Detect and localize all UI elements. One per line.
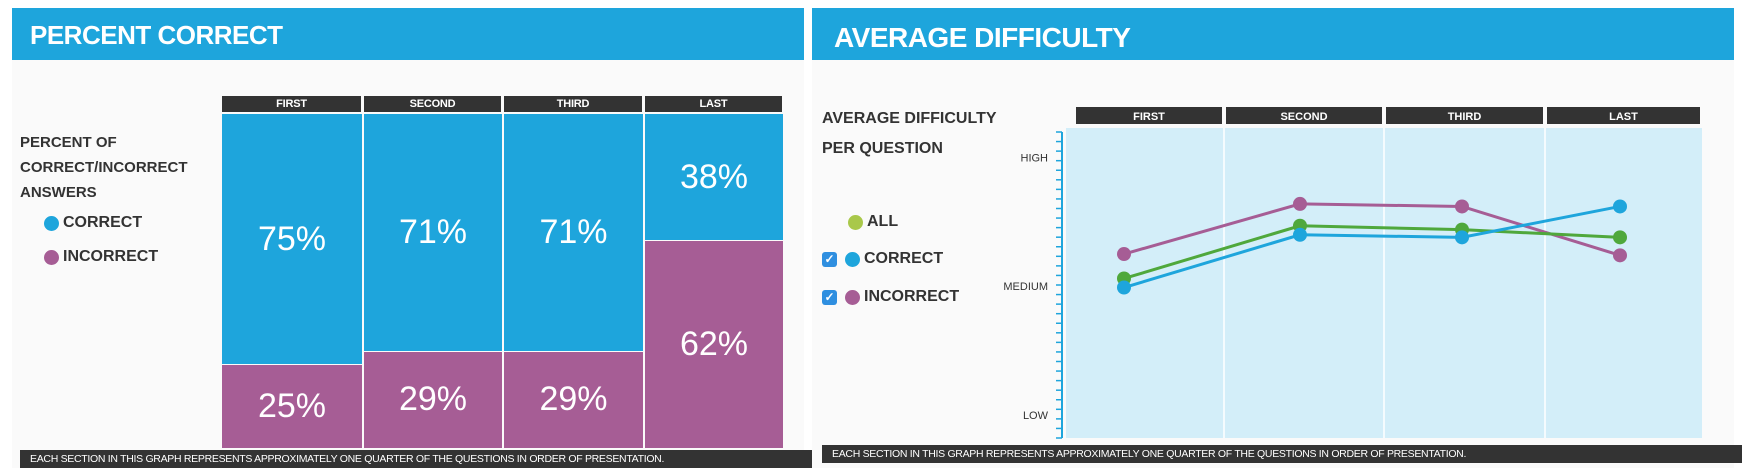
average-difficulty-panel: AVERAGE DIFFICULTY AVERAGE DIFFICULTY PE…	[812, 8, 1742, 468]
y-tick-label: HIGH	[1021, 153, 1049, 165]
footnote: EACH SECTION IN THIS GRAPH REPRESENTS AP…	[822, 445, 1742, 463]
column-header: SECOND	[364, 96, 501, 112]
data-point-correct	[1613, 199, 1627, 214]
legend-label: ALL	[867, 213, 899, 230]
column-header-label: FIRST	[1133, 111, 1165, 123]
correct-dot-icon	[845, 251, 860, 267]
difficulty-line-chart: FIRST SECOND THIRD LAST HIGH MEDIUM LOW	[1003, 107, 1702, 439]
data-label: 38%	[679, 157, 749, 196]
bar-segment-correct: 38%	[645, 114, 783, 241]
column-header-label: THIRD	[1448, 111, 1482, 123]
data-point-incorrect	[1455, 199, 1469, 214]
data-label: 29%	[539, 380, 608, 419]
data-label: 62%	[679, 325, 749, 364]
data-point-correct	[1293, 227, 1307, 242]
legend-item-correct[interactable]: ✓ CORRECT	[822, 250, 943, 268]
legend-title-line: PER QUESTION	[822, 140, 943, 157]
incorrect-dot-icon	[44, 249, 59, 265]
bar-segment-correct: 71%	[504, 114, 643, 351]
column-header: LAST	[645, 96, 782, 112]
legend-label: CORRECT	[63, 214, 143, 231]
bar-segment-correct: 75%	[222, 114, 362, 365]
data-point-incorrect	[1117, 247, 1131, 262]
legend-title-line: AVERAGE DIFFICULTY	[822, 110, 997, 127]
legend-item-all[interactable]: ALL	[848, 213, 898, 231]
y-tick-label: LOW	[1023, 410, 1049, 422]
bar-segment-incorrect: 29%	[364, 351, 502, 448]
column-header	[1547, 107, 1700, 124]
legend-title: PERCENT OF CORRECT/INCORRECT ANSWERS	[20, 130, 188, 205]
data-point-incorrect	[1613, 248, 1627, 263]
data-label: 71%	[398, 212, 468, 251]
correct-dot-icon	[44, 215, 59, 231]
column-header	[1226, 107, 1382, 124]
series-line-incorrect	[1123, 202, 1621, 257]
series-line-correct	[1123, 204, 1621, 289]
panel-header: PERCENT CORRECT	[12, 8, 804, 60]
panel-title: PERCENT CORRECT	[30, 20, 283, 50]
column-header: FIRST	[222, 96, 361, 112]
incorrect-dot-icon	[845, 289, 860, 305]
bar-segment-incorrect: 62%	[645, 241, 783, 448]
data-point-correct	[1455, 230, 1469, 245]
legend-item-correct: CORRECT	[44, 214, 142, 232]
legend-item-incorrect: INCORRECT	[44, 248, 158, 266]
footnote: EACH SECTION IN THIS GRAPH REPRESENTS AP…	[20, 450, 812, 468]
legend-title-line: ANSWERS	[20, 184, 97, 201]
panel-title: AVERAGE DIFFICULTY	[834, 22, 1131, 53]
column-header	[1386, 107, 1543, 124]
all-dot-icon	[848, 214, 863, 230]
legend-label: INCORRECT	[63, 248, 159, 265]
bar-segment-correct: 71%	[364, 114, 502, 351]
series-line-all	[1123, 224, 1621, 280]
legend-title: AVERAGE DIFFICULTY PER QUESTION	[822, 104, 997, 164]
data-label: 25%	[257, 387, 327, 426]
column-header-label: SECOND	[1280, 111, 1327, 123]
incorrect-checkbox[interactable]: ✓	[822, 289, 837, 305]
legend-item-incorrect[interactable]: ✓ INCORRECT	[822, 288, 959, 306]
bar-segment-incorrect: 29%	[504, 351, 643, 448]
data-point-correct	[1117, 280, 1131, 295]
y-tick-label: MEDIUM	[1003, 281, 1048, 293]
bar-segment-incorrect: 25%	[222, 365, 362, 448]
data-label: 71%	[539, 212, 608, 251]
legend-title-line: PERCENT OF	[20, 134, 117, 151]
legend-label: INCORRECT	[864, 288, 960, 305]
percent-correct-panel: PERCENT CORRECT PERCENT OF CORRECT/INCOR…	[12, 8, 812, 468]
column-header: THIRD	[504, 96, 642, 112]
panel-header: AVERAGE DIFFICULTY	[812, 8, 1734, 60]
data-point-all	[1613, 230, 1627, 245]
correct-checkbox[interactable]: ✓	[822, 251, 837, 267]
legend-label: CORRECT	[864, 250, 944, 267]
column-header-label: LAST	[1609, 111, 1638, 123]
legend-title-line: CORRECT/INCORRECT	[20, 159, 188, 176]
data-point-incorrect	[1293, 196, 1307, 211]
column-header	[1076, 107, 1222, 124]
data-label: 29%	[398, 380, 468, 419]
data-label: 75%	[257, 219, 327, 258]
